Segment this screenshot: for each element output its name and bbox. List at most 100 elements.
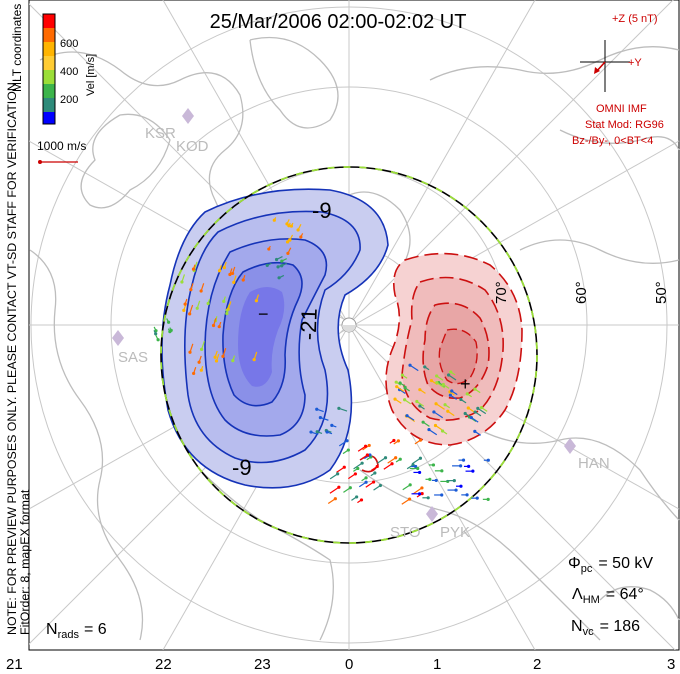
- imf-z-label: +Z (5 nT): [612, 13, 658, 25]
- pole-marker: [341, 317, 357, 333]
- velocity-vector: [241, 275, 246, 282]
- stat-nrads: Nrads = 6: [46, 621, 107, 641]
- mlt-label-21: 21: [6, 656, 23, 673]
- colorbar-tick-600: 600: [60, 38, 78, 50]
- velocity-vector: [465, 469, 475, 473]
- colorbar-tick-400: 400: [60, 66, 78, 78]
- velocity-vector: [448, 393, 458, 400]
- velocity-vector: [353, 466, 360, 472]
- velocity-vector: [402, 483, 412, 491]
- velocity-vector: [252, 351, 258, 362]
- velocity-vector: [195, 300, 201, 310]
- velocity-colorbar: 600 400 200 Vel [m/s]: [42, 13, 97, 125]
- mlt-label-0: 0: [345, 656, 353, 673]
- velocity-vector: [471, 496, 479, 500]
- velocity-vector: [450, 389, 458, 396]
- velocity-vector: [483, 458, 490, 462]
- imf-condition: Bz-/By-, 0<BT<4: [572, 135, 653, 147]
- velocity-vector: [421, 420, 430, 427]
- velocity-vector: [413, 470, 422, 475]
- velocity-vector: [476, 406, 487, 415]
- velocity-vector: [418, 404, 425, 410]
- velocity-vector: [432, 410, 444, 419]
- velocity-vector: [401, 497, 412, 505]
- velocity-vector: [395, 385, 405, 392]
- velocity-vector: [435, 374, 444, 381]
- velocity-vector: [414, 438, 423, 445]
- stat-phi-pc: Φpc = 50 kV: [568, 555, 653, 575]
- scale-vector-label: 1000 m/s: [37, 139, 86, 153]
- velocity-vector: [289, 222, 294, 228]
- site-han-marker: [564, 438, 576, 454]
- velocity-vector: [228, 268, 233, 277]
- svg-text:Nrads= 6: Nrads = 6: [46, 621, 107, 641]
- colorbar-label: Vel [m/s]: [85, 54, 97, 96]
- velocity-vector: [315, 407, 324, 413]
- velocity-vector: [427, 427, 438, 436]
- stat-lambda-hm: ΛHM = 64°: [572, 586, 644, 606]
- velocity-vector: [318, 415, 329, 421]
- velocity-vector: [206, 298, 211, 306]
- velocity-vector: [459, 397, 467, 404]
- velocity-vector: [192, 366, 197, 376]
- velocity-vector: [428, 463, 436, 467]
- velocity-vector: [411, 456, 423, 465]
- velocity-vector: [395, 457, 402, 463]
- colorbar-seg-8: [43, 112, 55, 124]
- velocity-vector: [222, 296, 226, 303]
- velocity-vector: [267, 245, 271, 251]
- velocity-vector: [447, 488, 458, 492]
- velocity-vector: [403, 386, 410, 392]
- contour-label-mid: -21: [296, 308, 322, 341]
- potential-max-marker: +: [460, 374, 471, 394]
- colorbar-seg-7: [43, 98, 55, 112]
- velocity-vector: [461, 493, 469, 497]
- velocity-vector: [434, 493, 444, 497]
- velocity-vector: [473, 410, 482, 417]
- site-pyk-label: PYK: [440, 524, 470, 541]
- mlt-label-22: 22: [155, 656, 172, 673]
- svg-text:Nvc= 186: Nvc = 186: [571, 618, 640, 638]
- colorbar-seg-2: [43, 28, 55, 42]
- coordinates-label: MLT coordinates: [10, 4, 24, 92]
- velocity-vector: [338, 439, 349, 447]
- velocity-vector: [167, 328, 172, 334]
- velocity-vector: [197, 355, 202, 364]
- velocity-vector: [409, 466, 420, 471]
- site-sas-marker: [112, 330, 124, 346]
- contour-label-top: -9: [312, 198, 332, 223]
- velocity-vector: [371, 464, 379, 471]
- colorbar-seg-6: [43, 84, 55, 98]
- velocity-vector: [370, 471, 377, 477]
- velocity-vector: [343, 486, 352, 493]
- velocity-vector: [200, 340, 205, 351]
- velocity-vector: [299, 233, 304, 239]
- velocity-vector: [211, 317, 217, 328]
- velocity-vector: [423, 365, 430, 371]
- velocity-vector: [254, 294, 260, 303]
- site-kod-label: KOD: [176, 138, 209, 155]
- preview-watermark: NOTE: FOR PREVIEW PURPOSES ONLY. PLEASE …: [5, 79, 19, 635]
- site-ksr-label: KSR: [145, 125, 176, 142]
- negative-contour-5: [238, 287, 285, 387]
- velocity-vector: [373, 483, 383, 491]
- velocity-vector: [408, 363, 419, 372]
- velocity-vector: [309, 430, 319, 436]
- velocity-vector: [232, 275, 237, 284]
- velocity-vector: [230, 266, 236, 276]
- velocity-vector: [435, 380, 446, 389]
- velocity-vector: [277, 274, 285, 280]
- velocity-vector: [285, 219, 290, 226]
- velocity-vector: [393, 397, 402, 404]
- contour-label-bottom: -9: [232, 455, 252, 480]
- velocity-vector: [286, 247, 292, 255]
- velocity-vector: [353, 461, 364, 470]
- stat-nvc: Nvc = 186: [571, 618, 640, 638]
- velocity-vector: [325, 430, 333, 435]
- imf-clock: [580, 40, 630, 92]
- positive-potential-cell: [359, 252, 523, 473]
- velocity-vector: [188, 304, 194, 316]
- site-ksr-marker: [182, 108, 194, 124]
- velocity-vector: [383, 462, 394, 470]
